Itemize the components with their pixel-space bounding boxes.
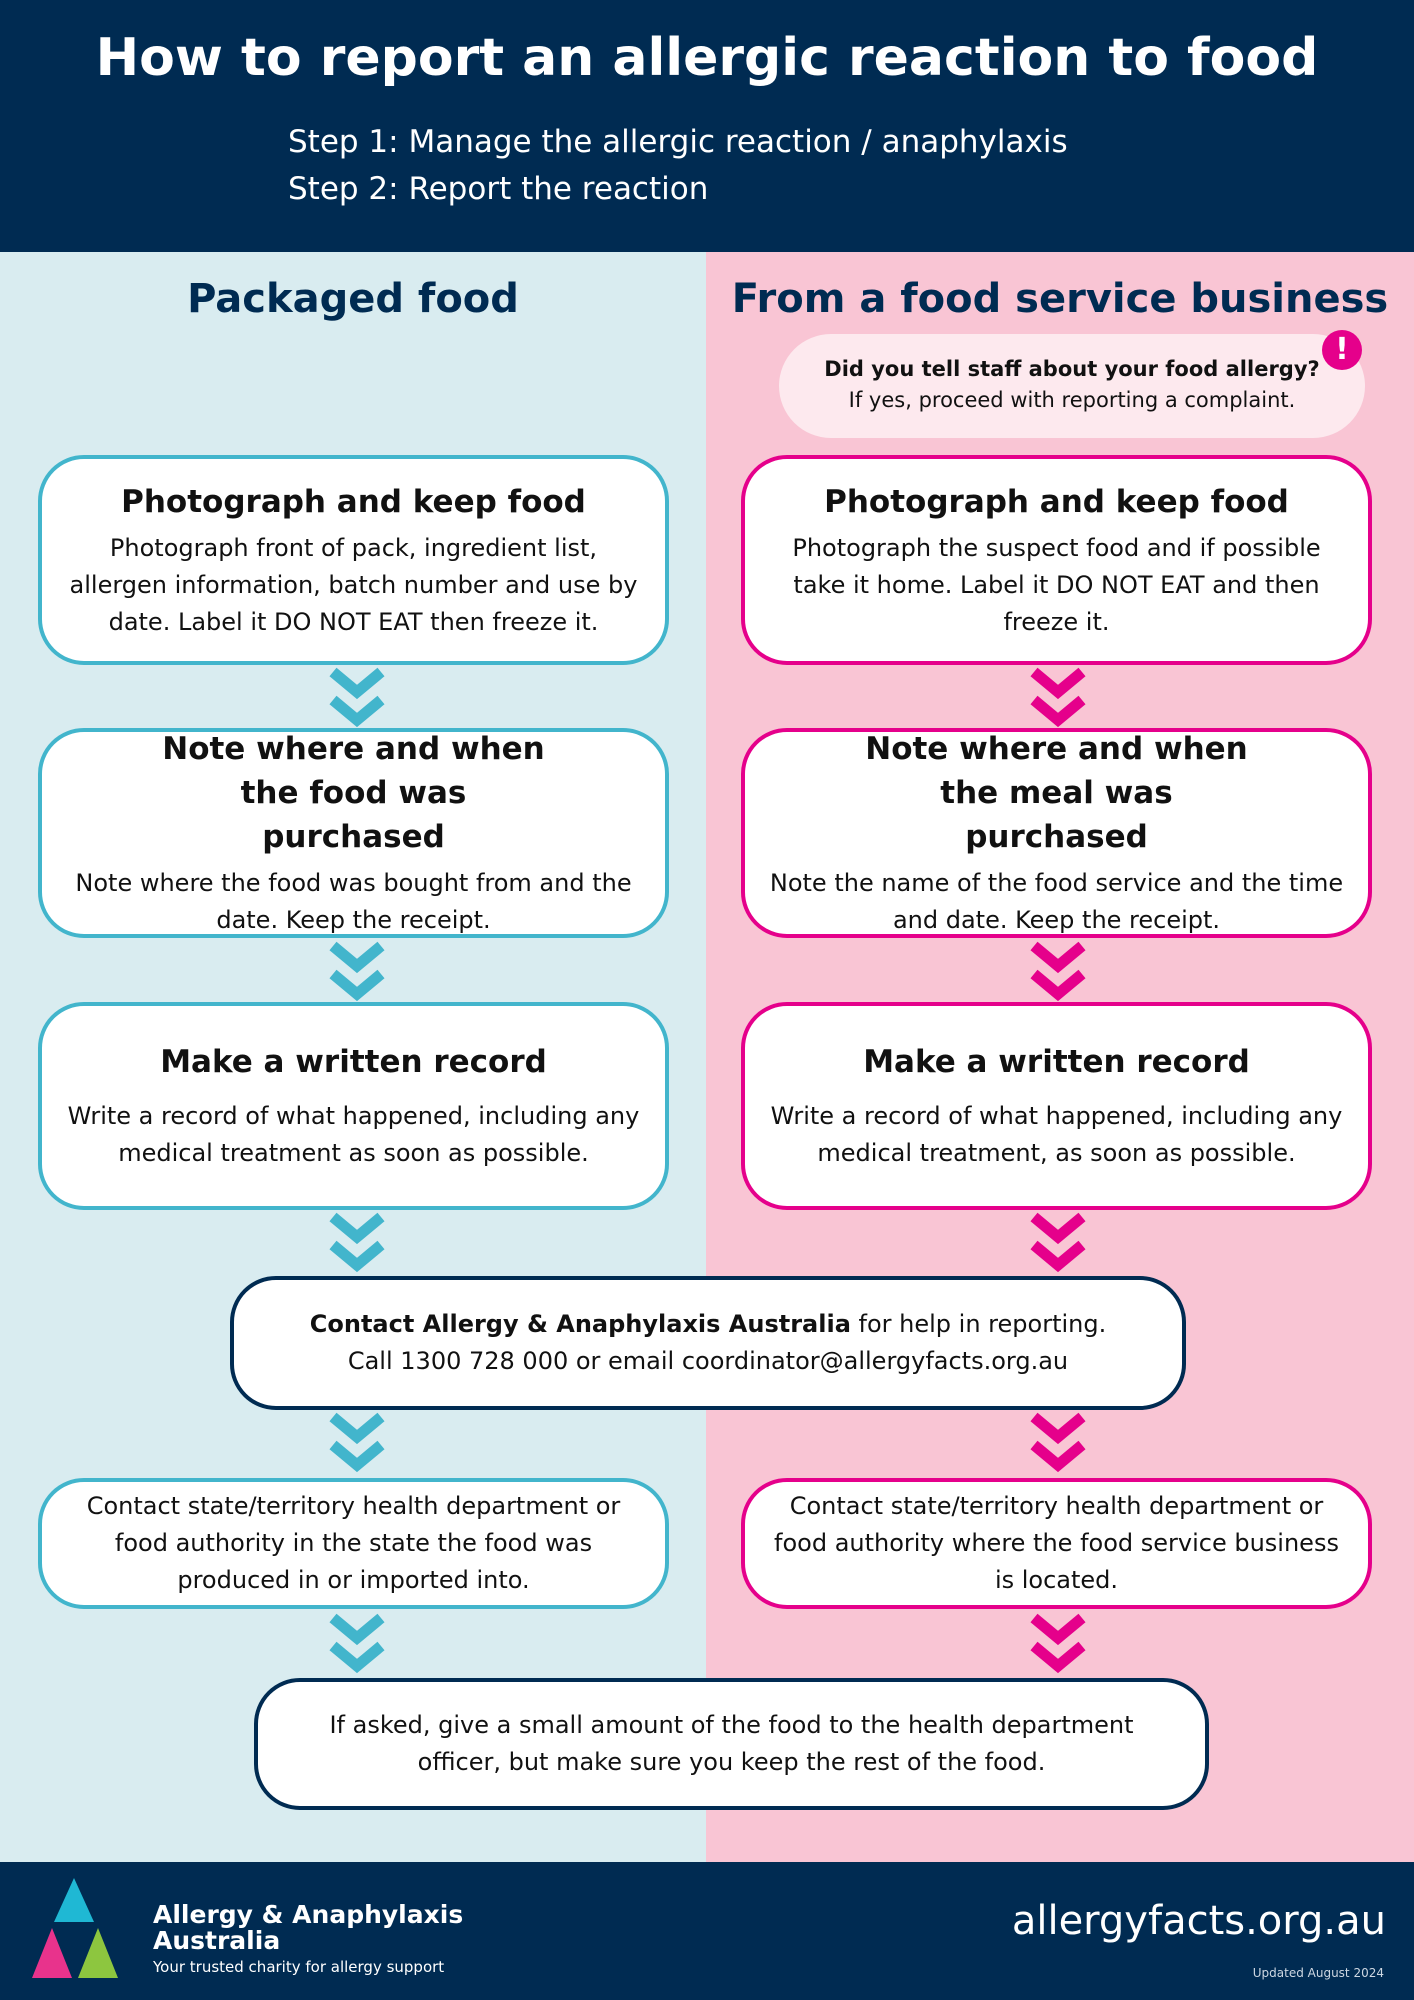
chevron-down-icon xyxy=(327,666,387,728)
chevron-down-icon xyxy=(1028,940,1088,1002)
chevron-down-icon xyxy=(1028,1612,1088,1674)
chevron-down-icon xyxy=(327,940,387,1002)
box-heading: Note where and when the food was purchas… xyxy=(162,731,545,855)
contact-box: Contact Allergy & Anaphylaxis Australia … xyxy=(230,1276,1186,1410)
staff-note: Did you tell staff about your food aller… xyxy=(779,334,1365,438)
box-text: Write a record of what happened, includi… xyxy=(770,1102,1343,1167)
chevron-down-icon xyxy=(327,1411,387,1473)
page-title: How to report an allergic reaction to fo… xyxy=(95,28,1319,88)
box-text: Photograph front of pack, ingredient lis… xyxy=(69,533,638,636)
logo-name: Allergy & Anaphylaxis Australia xyxy=(153,1902,463,1954)
website-link[interactable]: allergyfacts.org.au xyxy=(1011,1898,1386,1944)
box-heading: Note where and when the meal was purchas… xyxy=(865,731,1248,855)
final-box: If asked, give a small amount of the foo… xyxy=(254,1678,1209,1810)
left-purchase-box: Note where and when the food was purchas… xyxy=(38,728,669,938)
contact-rest: for help in reporting. xyxy=(850,1310,1107,1338)
box-text: Contact state/territory health departmen… xyxy=(86,1492,621,1594)
chevron-down-icon xyxy=(1028,666,1088,728)
chevron-down-icon xyxy=(1028,1211,1088,1273)
box-text: Write a record of what happened, includi… xyxy=(67,1102,640,1167)
box-heading: Make a written record xyxy=(160,1044,547,1080)
logo-line2: Australia xyxy=(153,1926,281,1955)
food-service-title: From a food service business xyxy=(731,276,1389,322)
right-authority-box: Contact state/territory health departmen… xyxy=(741,1478,1372,1609)
box-heading: Photograph and keep food xyxy=(121,483,586,520)
contact-line1: Contact Allergy & Anaphylaxis Australia … xyxy=(258,1306,1158,1343)
tagline: Your trusted charity for allergy support xyxy=(153,1958,445,1976)
right-photograph-box: Photograph and keep food Photograph the … xyxy=(741,455,1372,665)
note-question: Did you tell staff about your food aller… xyxy=(824,357,1320,381)
box-heading: Photograph and keep food xyxy=(824,483,1289,520)
final-text: If asked, give a small amount of the foo… xyxy=(329,1711,1134,1776)
chevron-down-icon xyxy=(327,1211,387,1273)
header: How to report an allergic reaction to fo… xyxy=(0,0,1414,252)
box-text: Note where the food was bought from and … xyxy=(75,869,632,934)
right-purchase-box: Note where and when the meal was purchas… xyxy=(741,728,1372,938)
logo-line1: Allergy & Anaphylaxis xyxy=(153,1900,464,1929)
exclamation-icon: ! xyxy=(1322,330,1362,370)
contact-org: Contact Allergy & Anaphylaxis Australia xyxy=(309,1310,851,1338)
left-photograph-box: Photograph and keep food Photograph fron… xyxy=(38,455,669,665)
step-2: Step 2: Report the reaction xyxy=(288,171,709,207)
chevron-down-icon xyxy=(327,1612,387,1674)
packaged-food-title: Packaged food xyxy=(187,276,519,322)
box-text: Contact state/territory health departmen… xyxy=(774,1492,1339,1594)
chevron-down-icon xyxy=(1028,1411,1088,1473)
logo-icon xyxy=(32,1878,118,1978)
box-heading: Make a written record xyxy=(863,1044,1250,1080)
box-text: Note the name of the food service and th… xyxy=(769,869,1344,934)
updated-date: Updated August 2024 xyxy=(1252,1966,1384,1980)
step-1: Step 1: Manage the allergic reaction / a… xyxy=(288,124,1068,160)
left-authority-box: Contact state/territory health departmen… xyxy=(38,1478,669,1609)
right-record-box: Make a written record Write a record of … xyxy=(741,1002,1372,1210)
note-text: If yes, proceed with reporting a complai… xyxy=(848,388,1296,412)
footer: Allergy & Anaphylaxis Australia Your tru… xyxy=(0,1862,1414,2000)
box-text: Photograph the suspect food and if possi… xyxy=(792,533,1321,636)
contact-line2: Call 1300 728 000 or email coordinator@a… xyxy=(347,1347,1069,1375)
left-record-box: Make a written record Write a record of … xyxy=(38,1002,669,1210)
